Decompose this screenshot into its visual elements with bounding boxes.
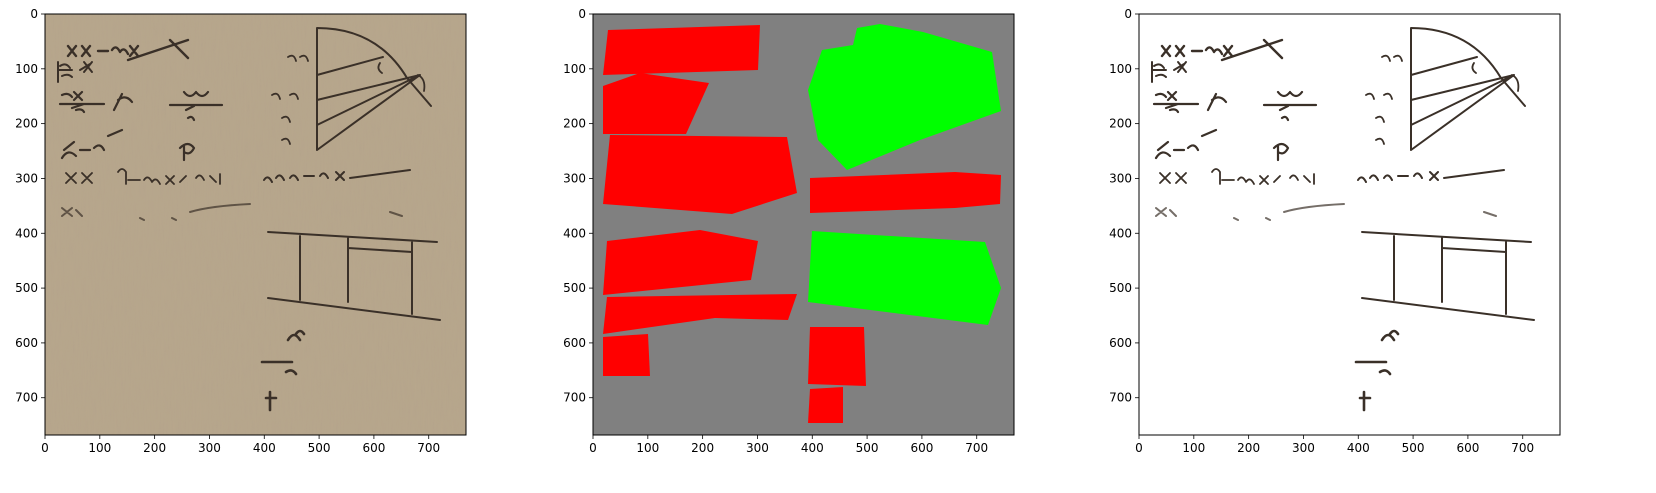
panel-mask [593, 14, 1014, 435]
y-tick-label: 400 [563, 226, 586, 240]
handwritten-ink [57, 27, 441, 412]
x-tick-label: 200 [691, 441, 714, 455]
x-tick-label: 100 [636, 441, 659, 455]
y-tick-label: 600 [1109, 336, 1132, 350]
mask-region [808, 327, 866, 386]
mask-region [810, 172, 1001, 213]
x-tick-label: 700 [1511, 441, 1534, 455]
mask-region [808, 24, 1001, 170]
binary-background [1139, 14, 1560, 435]
panel-binary-axes: 0 100 200 300 400 500 600 700 0 100 200 300 400 500 60… [1109, 7, 1561, 455]
mask-region [603, 73, 709, 134]
x-tick-label: 500 [856, 441, 879, 455]
x-tick-label: 400 [1347, 441, 1370, 455]
y-tick-label: 600 [15, 336, 38, 350]
y-tick-label: 100 [15, 62, 38, 76]
x-tick-label: 200 [1237, 441, 1260, 455]
y-tick-label: 700 [15, 391, 38, 405]
axes-frame [1138, 13, 1561, 436]
x-tick-label: 0 [589, 441, 597, 455]
mask-region [808, 387, 843, 423]
x-tick-label: 0 [41, 441, 49, 455]
x-tick-label: 300 [746, 441, 769, 455]
y-tick-label: 0 [30, 7, 38, 21]
x-tick-label: 400 [801, 441, 824, 455]
y-tick-label: 100 [1109, 62, 1132, 76]
x-tick-label: 0 [1135, 441, 1143, 455]
y-tick-label: 300 [1109, 171, 1132, 185]
y-tick-label: 700 [1109, 391, 1132, 405]
x-tick-label: 500 [308, 441, 331, 455]
y-tick-label: 0 [1124, 7, 1132, 21]
axes-frame [592, 13, 1015, 436]
x-tick-label: 600 [362, 441, 385, 455]
mask-region [808, 231, 1001, 325]
y-tick-label: 400 [15, 226, 38, 240]
y-tick-label: 100 [563, 62, 586, 76]
panel-original-axes: 0 100 200 300 400 500 600 700 0 100 200 300 400 500 60… [15, 7, 467, 455]
panel-original [45, 14, 466, 435]
axes-layer: 0 100 200 300 400 500 600 700 0 100 200 300 400 500 60… [15, 7, 1561, 455]
x-tick-label: 700 [965, 441, 988, 455]
mask-region [603, 135, 797, 214]
y-tick-label: 500 [563, 281, 586, 295]
y-tick-label: 200 [563, 117, 586, 131]
mask-green-regions [808, 24, 1001, 325]
y-tick-label: 600 [563, 336, 586, 350]
x-tick-label: 600 [1456, 441, 1479, 455]
x-tick-label: 500 [1402, 441, 1425, 455]
y-tick-label: 500 [1109, 281, 1132, 295]
y-tick-label: 400 [1109, 226, 1132, 240]
y-tick-label: 500 [15, 281, 38, 295]
y-tick-label: 200 [1109, 117, 1132, 131]
y-tick-label: 300 [563, 171, 586, 185]
mask-region [603, 230, 758, 295]
mask-region [603, 334, 650, 376]
x-tick-label: 300 [1292, 441, 1315, 455]
mask-region [603, 294, 797, 334]
x-tick-label: 100 [88, 441, 111, 455]
x-tick-label: 600 [910, 441, 933, 455]
x-tick-label: 100 [1182, 441, 1205, 455]
axes-frame [44, 13, 467, 436]
panel-mask-axes: 0 100 200 300 400 500 600 700 0 100 200 300 400 500 60… [563, 7, 1015, 455]
x-tick-label: 700 [417, 441, 440, 455]
y-tick-label: 700 [563, 391, 586, 405]
parchment-texture [45, 14, 466, 435]
panel-binary [1139, 14, 1560, 435]
x-tick-label: 400 [253, 441, 276, 455]
x-tick-label: 200 [143, 441, 166, 455]
y-tick-label: 0 [578, 7, 586, 21]
y-tick-label: 200 [15, 117, 38, 131]
mask-region [603, 25, 760, 75]
y-tick-label: 300 [15, 171, 38, 185]
x-tick-label: 300 [198, 441, 221, 455]
mask-red-regions [603, 25, 1001, 423]
